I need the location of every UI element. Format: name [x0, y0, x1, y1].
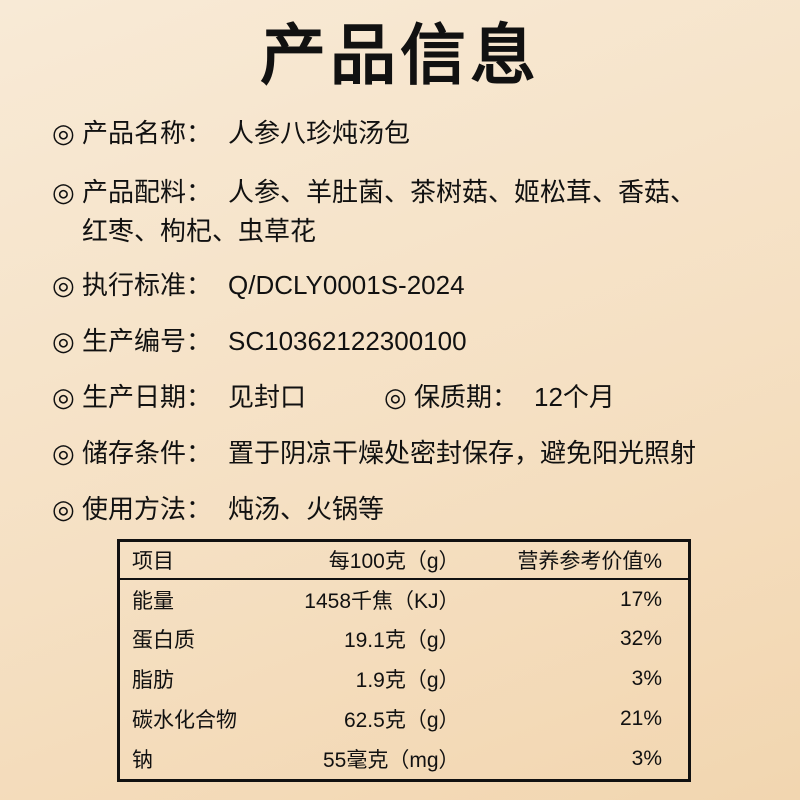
- info-label: 执行标准：: [82, 270, 213, 300]
- cell-amount: 55毫克（mg）: [322, 748, 460, 772]
- header-per-100g: 每100克（g）: [328, 549, 460, 573]
- cell-item: 钠: [132, 748, 153, 772]
- circle-mark-icon: ◎: [52, 270, 75, 300]
- cell-item: 脂肪: [132, 669, 174, 693]
- info-value: Q/DCLY0001S-2024: [228, 270, 465, 300]
- info-value: 12个月: [534, 382, 615, 412]
- table-row: 碳水化合物 62.5克（g） 21%: [119, 699, 690, 739]
- info-label: 产品配料：: [82, 177, 213, 207]
- page-title: 产品信息: [260, 18, 540, 92]
- cell-item: 能量: [132, 589, 174, 613]
- nutrition-table: 项目 每100克（g） 营养参考价值% 能量 1458千焦（KJ） 17% 蛋白质 1…: [117, 539, 691, 782]
- info-value: SC10362122300100: [228, 326, 467, 356]
- info-usage: ◎ 使用方法： 炖汤、火锅等: [52, 490, 384, 528]
- cell-amount: 1458千焦（KJ）: [304, 589, 460, 613]
- info-product-name: ◎ 产品名称： 人参八珍炖汤包: [52, 114, 410, 152]
- table-row: 钠 55毫克（mg） 3%: [119, 739, 690, 781]
- table-row: 脂肪 1.9克（g） 3%: [119, 659, 690, 699]
- circle-mark-icon: ◎: [52, 118, 75, 148]
- cell-amount: 62.5克（g）: [343, 708, 460, 732]
- header-nrv: 营养参考价值%: [517, 549, 662, 573]
- info-label: 保质期：: [414, 382, 519, 412]
- info-value: 人参、羊肚菌、茶树菇、姬松茸、香菇、: [228, 177, 697, 207]
- cell-nrv: 17%: [619, 587, 662, 611]
- cell-amount: 1.9克（g）: [355, 669, 460, 693]
- info-label: 生产编号：: [82, 326, 213, 356]
- info-storage: ◎ 储存条件： 置于阴凉干燥处密封保存，避免阳光照射: [52, 434, 696, 472]
- info-ingredients: ◎ 产品配料： 人参、羊肚菌、茶树菇、姬松茸、香菇、: [52, 173, 696, 211]
- info-label: 产品名称：: [82, 118, 213, 148]
- table-header-row: 项目 每100克（g） 营养参考价值%: [118, 541, 690, 579]
- circle-mark-icon: ◎: [52, 382, 75, 412]
- cell-nrv: 3%: [631, 667, 662, 691]
- cell-nrv: 3%: [631, 746, 662, 770]
- circle-mark-icon: ◎: [52, 494, 75, 524]
- info-value: 人参八珍炖汤包: [228, 118, 411, 148]
- info-label: 生产日期：: [82, 382, 213, 412]
- cell-amount: 19.1克（g）: [343, 629, 460, 653]
- table-row: 能量 1458千焦（KJ） 17%: [119, 579, 690, 620]
- info-value: 见封口: [228, 382, 307, 412]
- info-value: 置于阴凉干燥处密封保存，避免阳光照射: [228, 438, 697, 468]
- cell-nrv: 21%: [619, 706, 662, 730]
- info-production-date: ◎ 生产日期： 见封口 ◎ 保质期： 12个月: [52, 378, 615, 416]
- circle-mark-icon: ◎: [52, 326, 75, 356]
- info-standard: ◎ 执行标准： Q/DCLY0001S-2024: [52, 266, 465, 304]
- info-label: 使用方法：: [82, 494, 213, 524]
- circle-mark-icon: ◎: [384, 382, 407, 412]
- info-value: 炖汤、火锅等: [228, 494, 385, 524]
- cell-nrv: 32%: [619, 627, 662, 651]
- info-production-code: ◎ 生产编号： SC10362122300100: [52, 322, 467, 360]
- info-label: 储存条件：: [82, 438, 213, 468]
- table-row: 蛋白质 19.1克（g） 32%: [119, 620, 690, 660]
- cell-item: 碳水化合物: [132, 708, 237, 732]
- header-item: 项目: [132, 549, 174, 573]
- circle-mark-icon: ◎: [52, 438, 75, 468]
- circle-mark-icon: ◎: [52, 177, 75, 207]
- cell-item: 蛋白质: [132, 629, 195, 653]
- info-ingredients-cont: 红枣、枸杞、虫草花: [82, 216, 317, 246]
